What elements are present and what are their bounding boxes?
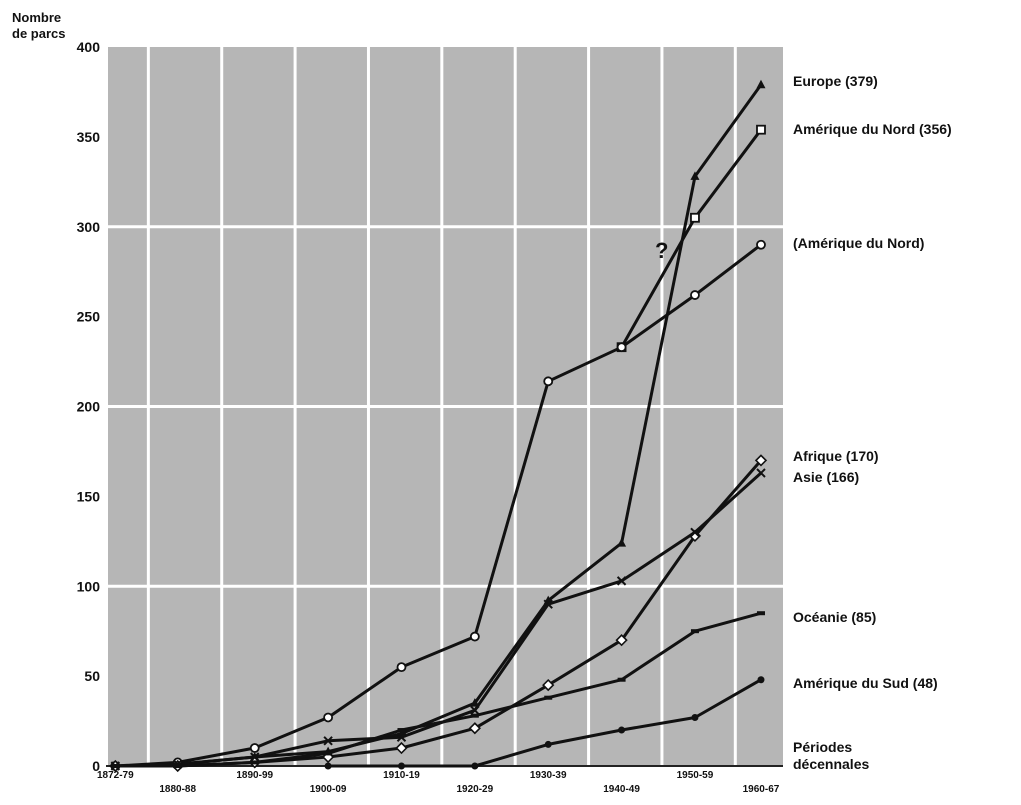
data-point [544,740,552,748]
x-tick-label: 1960-67 [743,784,780,795]
y-axis-label: Nombre de parcs [12,10,65,41]
y-axis-ticks: 0 50 100 150 200 250 300 350 400 [77,39,101,774]
data-point [397,728,406,733]
data-point [469,631,480,642]
data-point [111,764,120,768]
legend-label: Afrique (170) [793,448,879,464]
data-point [690,527,700,538]
data-point [690,290,700,300]
x-tick-label: 1950-59 [677,770,714,781]
data-point [324,751,333,756]
annotation-question-mark: ? [655,238,668,263]
series-line-2 [115,243,762,768]
data-point [324,762,332,770]
data-point [542,678,555,692]
data-point [470,713,479,718]
data-point [617,677,626,682]
legend-label: (Amérique du Nord) [793,235,924,251]
x-tick-label: 1930-39 [530,770,567,781]
data-point [471,762,479,770]
data-point [756,79,766,89]
data-point [396,662,407,673]
data-point [470,698,480,707]
x-axis-title-line: décennales [793,756,869,772]
data-point [756,611,765,616]
x-tick-label: 1940-49 [603,784,640,795]
series-markers [109,79,768,773]
x-tick-label: 1900-09 [310,784,347,795]
data-point [756,468,766,478]
data-point [616,576,627,586]
x-tick-label: 1880-88 [159,784,196,795]
x-tick-label: 1890-99 [236,770,273,781]
data-point [323,712,334,723]
legend-label: Océanie (85) [793,609,876,625]
y-tick-label: 300 [77,219,101,235]
data-point [543,376,554,387]
y-tick-label: 250 [77,309,101,325]
data-point [690,629,699,634]
x-axis-title-line: Périodes [793,739,852,755]
data-point [173,764,182,768]
data-point [250,752,260,762]
x-tick-label: 1872-79 [97,770,134,781]
data-point [468,722,481,735]
data-point [757,676,765,684]
data-point [323,736,333,746]
x-tick-label: 1910-19 [383,770,420,781]
x-axis-title: Périodes décennales [793,739,869,772]
data-point [395,741,408,755]
legend-label: Europe (379) [793,73,878,89]
series-line-5 [115,611,762,768]
x-tick-label: 1920-29 [456,784,493,795]
legend-label: Amérique du Sud (48) [793,675,938,691]
data-point [616,342,627,353]
y-tick-label: 150 [77,488,101,504]
legend: Europe (379) Amérique du Nord (356) (Améri… [793,73,952,691]
data-point [756,124,766,135]
data-point [396,732,407,742]
data-point [249,743,260,753]
data-point [618,726,626,734]
y-axis-title-line: Nombre [12,10,61,25]
y-tick-label: 50 [84,668,100,684]
y-tick-label: 400 [77,39,101,55]
data-point [617,538,627,547]
y-tick-label: 200 [77,399,101,415]
y-tick-label: 0 [92,758,100,774]
data-point [470,705,480,715]
data-point [756,239,766,250]
legend-label: Asie (166) [793,469,859,485]
data-point [543,599,553,609]
data-point [250,760,259,765]
data-point [690,171,700,180]
data-point [544,695,553,700]
legend-label: Amérique du Nord (356) [793,121,952,137]
data-point [691,713,699,721]
y-axis-title: Nombre de parcs [12,10,65,41]
x-axis-label: Périodes décennales [793,739,869,772]
y-axis-title-line: de parcs [12,26,65,41]
data-point [690,212,700,223]
data-point [397,762,405,770]
y-tick-label: 350 [77,129,101,145]
data-point [615,634,628,647]
y-tick-label: 100 [77,578,101,594]
x-axis-ticks: 1872-79 1880-88 1890-99 1900-09 1910-19 1920-… [97,770,780,795]
data-point [754,454,768,467]
